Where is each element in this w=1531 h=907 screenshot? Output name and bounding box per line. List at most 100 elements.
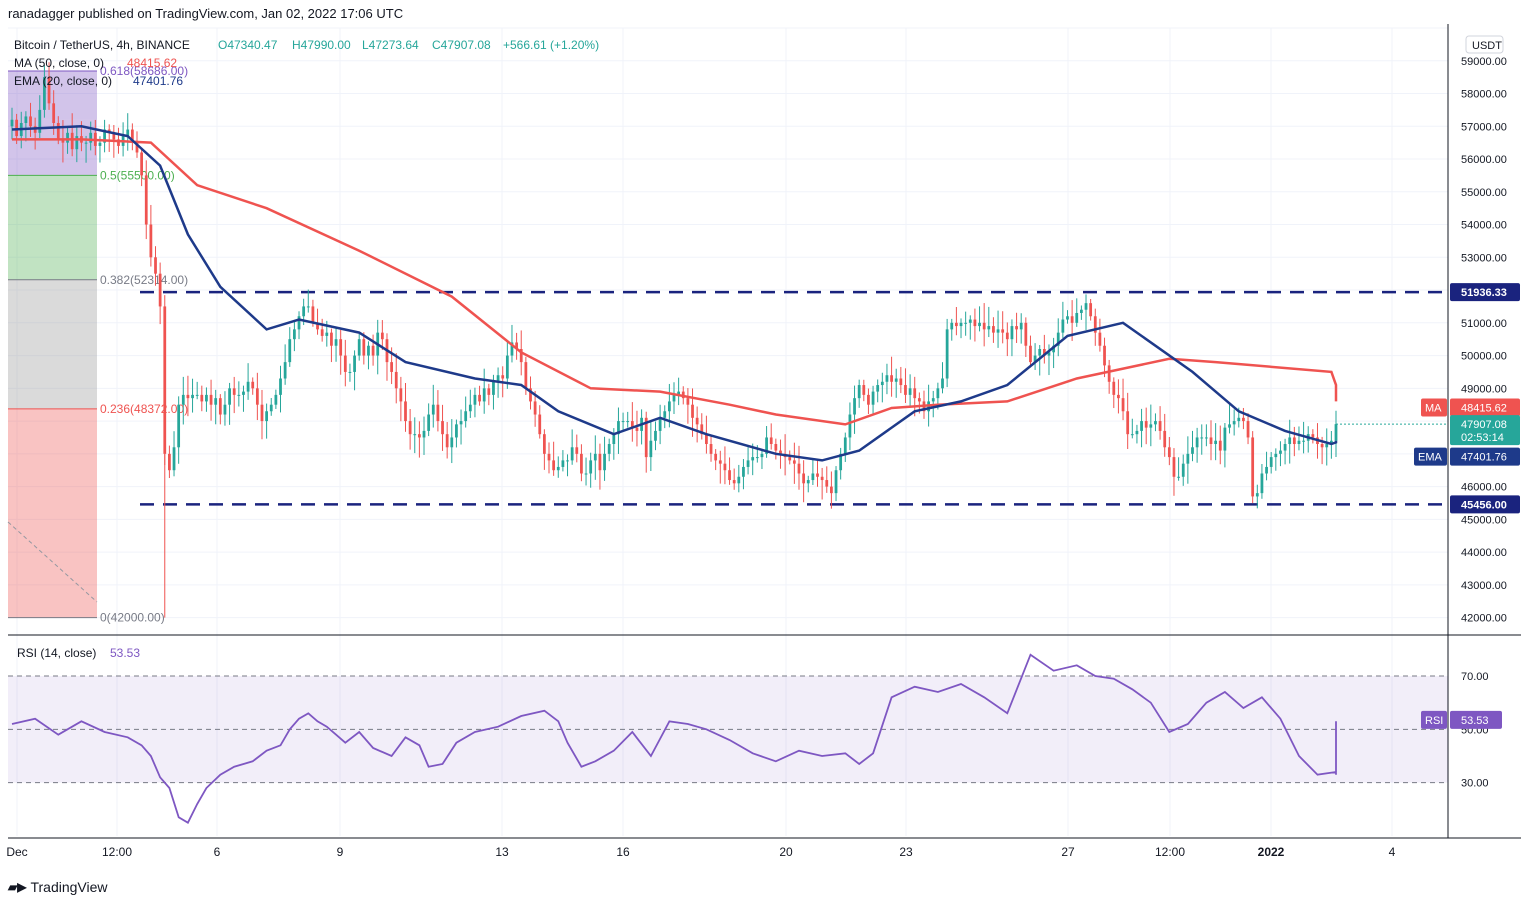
candle-body <box>205 394 208 402</box>
candle-body <box>293 329 296 340</box>
fib-label-0.618: 0.618(58686.00) <box>100 64 188 78</box>
legend-open: O47340.47 <box>218 38 278 52</box>
candle-body <box>214 398 218 405</box>
rsi-tick-label: 70.00 <box>1461 671 1489 683</box>
candle-body <box>862 385 866 395</box>
price-tick-label: 56000.00 <box>1461 154 1507 166</box>
candle-body <box>811 473 815 481</box>
candle-body <box>1135 430 1139 435</box>
candle-body <box>10 119 14 127</box>
candle-body <box>135 142 139 153</box>
candle-body <box>172 447 176 471</box>
candle-body <box>1325 444 1329 448</box>
candle-body <box>1107 365 1111 382</box>
ma-tag-label: MA <box>1425 402 1442 414</box>
ema-value-box <box>1450 447 1520 466</box>
level-tag-text: 45456.00 <box>1461 499 1507 511</box>
candle-body <box>228 388 231 405</box>
price-tick-label: 50000.00 <box>1461 351 1507 363</box>
candle-body <box>788 457 792 461</box>
candle-body <box>154 257 157 274</box>
candle-body <box>478 394 481 402</box>
legend-ma-label: MA (50, close, 0) <box>14 56 104 70</box>
candle-body <box>52 103 56 123</box>
candle-body <box>1334 424 1338 441</box>
countdown-label: 02:53:14 <box>1461 432 1504 444</box>
candle-body <box>362 339 366 356</box>
candle-body <box>1056 332 1060 346</box>
legend-ema-value: 47401.76 <box>133 74 183 88</box>
candle-body <box>242 391 245 395</box>
time-tick-label: 27 <box>1061 845 1075 859</box>
candle-body <box>103 129 106 143</box>
candle-body <box>89 132 93 143</box>
candle-body <box>561 460 565 467</box>
candle-body <box>1075 312 1079 323</box>
candle-body <box>288 339 292 363</box>
candle-body <box>686 398 690 405</box>
candle-body <box>38 109 42 133</box>
candle-body <box>473 394 477 405</box>
candle-body <box>1061 319 1065 333</box>
candle-body <box>130 129 134 143</box>
candle-body <box>700 424 704 435</box>
candle-body <box>797 463 801 474</box>
time-tick-label: 4 <box>1389 845 1396 859</box>
candle-body <box>996 329 1000 333</box>
legend-rsi-value: 53.53 <box>110 646 140 660</box>
candle-body <box>880 381 884 386</box>
candle-body <box>501 375 505 379</box>
candle-body <box>1177 476 1180 478</box>
candle-body <box>237 394 241 396</box>
tradingview-logo-text: TradingView <box>30 879 108 895</box>
candle-body <box>98 142 102 146</box>
candle-body <box>769 437 773 445</box>
price-tick-label: 45000.00 <box>1461 514 1507 526</box>
candle-body <box>732 480 736 484</box>
candle-body <box>408 421 412 435</box>
candle-body <box>1066 316 1069 320</box>
candle-body <box>1311 434 1315 438</box>
legend-ma-value: 48415.62 <box>127 56 177 70</box>
candle-body <box>839 453 843 471</box>
candle-body <box>279 378 282 395</box>
candle-body <box>621 421 625 423</box>
candle-body <box>853 398 856 415</box>
candle-body <box>177 404 181 448</box>
ema20-line <box>11 125 1338 462</box>
fib-zone-05 <box>8 175 97 280</box>
candle-body <box>649 440 653 458</box>
candle-body <box>450 437 454 448</box>
candle-body <box>825 480 829 487</box>
candle-body <box>955 322 958 327</box>
candle-body <box>1047 352 1051 356</box>
ema-tag-box <box>1414 447 1447 466</box>
candle-body <box>1186 453 1190 464</box>
candle-body <box>556 466 560 471</box>
candle-body <box>1126 411 1130 435</box>
chart-header-text: ranadagger published on TradingView.com,… <box>8 6 404 21</box>
candle-body <box>931 398 935 402</box>
candle-body <box>1089 303 1093 317</box>
candle-body <box>191 394 194 399</box>
candle-body <box>1195 437 1199 448</box>
price-tick-label: 59000.00 <box>1461 56 1507 68</box>
candle-body <box>533 401 537 415</box>
candle-body <box>487 388 491 395</box>
candle-body <box>394 371 398 389</box>
candle-body <box>820 476 824 481</box>
rsi-tag-label: RSI <box>1425 715 1443 727</box>
time-tick-label: 20 <box>779 845 793 859</box>
candle-body <box>1038 349 1042 356</box>
candle-body <box>871 391 875 405</box>
price-tick-label: 43000.00 <box>1461 580 1507 592</box>
ema-value-label: 47401.76 <box>1461 452 1507 464</box>
candle-body <box>1033 355 1037 363</box>
tradingview-logo[interactable]: ▰▶ TradingView <box>8 879 108 895</box>
candle-body <box>1181 463 1185 477</box>
level-tag-text: 51936.33 <box>1461 287 1507 299</box>
candle-body <box>802 473 806 484</box>
candle-body <box>1292 437 1296 445</box>
candle-body <box>1163 430 1167 448</box>
